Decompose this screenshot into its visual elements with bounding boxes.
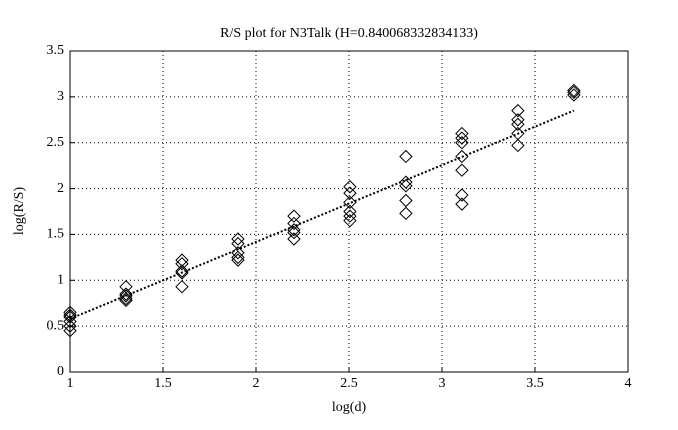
point [399, 206, 413, 221]
point [455, 136, 469, 150]
y-tick-label: 2.5 [47, 135, 65, 150]
x-tick-label: 2 [253, 376, 260, 391]
point [287, 216, 301, 231]
point [343, 213, 357, 228]
y-tick-label: 0.5 [47, 318, 65, 333]
point [343, 195, 357, 210]
x-tick-label: 3 [439, 376, 446, 391]
point [63, 314, 77, 329]
y-tick-label: 1 [57, 273, 64, 288]
y-tick-label: 1.5 [47, 227, 65, 242]
point [343, 180, 357, 194]
point [119, 287, 133, 301]
y-tick-label: 3 [57, 89, 64, 104]
point [567, 83, 581, 98]
point [63, 310, 77, 324]
point [231, 232, 245, 246]
point [63, 319, 77, 333]
point [287, 232, 301, 246]
y-tick-label: 0 [57, 364, 64, 379]
point [287, 223, 301, 237]
chart-title: R/S plot for N3Talk (H=0.840068332834133… [220, 26, 478, 41]
x-tick-label: 1.5 [154, 376, 172, 391]
y-axis-label: log(R/S) [12, 187, 27, 236]
point [175, 257, 189, 271]
point [175, 264, 189, 278]
x-tick-label: 1 [67, 376, 74, 391]
point [287, 225, 301, 240]
point [63, 308, 77, 322]
point [175, 279, 189, 294]
point [399, 149, 413, 164]
x-tick-label: 3.5 [526, 376, 544, 391]
point [455, 163, 469, 177]
point [343, 204, 357, 219]
point [231, 250, 245, 265]
point [455, 188, 469, 202]
point [343, 186, 357, 200]
fit-line [69, 109, 575, 320]
y-tick-label: 2 [57, 181, 64, 196]
point [231, 253, 245, 267]
point [511, 117, 525, 132]
point [511, 113, 525, 127]
point [287, 209, 301, 223]
point [399, 175, 413, 189]
x-axis-label: log(d) [332, 400, 367, 415]
point [175, 253, 189, 267]
point [455, 131, 469, 145]
point [63, 324, 77, 338]
point [399, 193, 413, 208]
plot-frame [69, 50, 629, 373]
point [567, 85, 581, 99]
point [343, 209, 357, 223]
point [511, 138, 525, 153]
point [119, 293, 133, 308]
point [455, 126, 469, 141]
x-tick-label: 2.5 [340, 376, 358, 391]
point [455, 197, 469, 211]
x-tick-label: 4 [625, 376, 632, 391]
point [511, 103, 525, 118]
y-tick-label: 3.5 [47, 43, 65, 58]
point [567, 88, 581, 102]
point [399, 179, 413, 193]
